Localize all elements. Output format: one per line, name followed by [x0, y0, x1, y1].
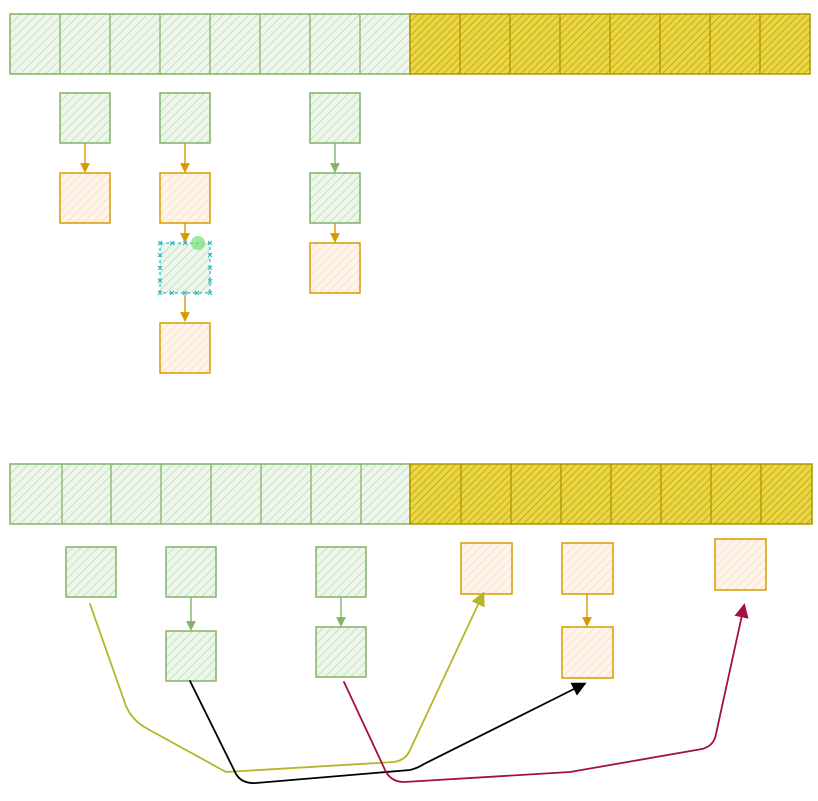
connection-point-handle[interactable] — [191, 236, 205, 250]
bottom-nodes — [65, 538, 767, 682]
bottom-green-node-b1[interactable] — [165, 546, 217, 598]
bottom-green-node-c1[interactable] — [315, 546, 367, 598]
top-chain-1-node-1[interactable] — [59, 92, 111, 144]
top-array[interactable] — [9, 13, 811, 75]
bottom-orange-node-d1[interactable] — [460, 542, 513, 595]
top-chain-2 — [157, 92, 213, 374]
top-chain-3-node-3[interactable] — [309, 242, 361, 294]
bottom-array-green-section — [9, 463, 411, 525]
top-chain-1 — [59, 92, 111, 224]
top-chain-2-node-4[interactable] — [159, 322, 211, 374]
top-chain-3 — [309, 92, 361, 294]
top-chain-2-node-1[interactable] — [159, 92, 211, 144]
top-chain-1-node-2[interactable] — [59, 172, 111, 224]
bottom-green-node-b2[interactable] — [165, 630, 217, 682]
bottom-orange-node-e2[interactable] — [561, 626, 614, 679]
bottom-green-node-c2[interactable] — [315, 626, 367, 678]
bottom-array[interactable] — [9, 463, 813, 525]
top-chain-2-node-2[interactable] — [159, 172, 211, 224]
connectors — [89, 591, 749, 784]
bottom-array-cell-dividers — [61, 464, 762, 524]
top-array-cell-dividers — [59, 14, 761, 74]
top-chain-3-node-2[interactable] — [309, 172, 361, 224]
connector-olive[interactable] — [89, 591, 485, 773]
top-chain-2-node-3-selected[interactable] — [157, 236, 213, 296]
bottom-orange-node-f1[interactable] — [714, 538, 767, 591]
bottom-green-node-a1[interactable] — [65, 546, 117, 598]
top-chain-3-node-1[interactable] — [309, 92, 361, 144]
top-chain-2-node-3[interactable] — [159, 242, 211, 294]
connector-black[interactable] — [189, 680, 587, 784]
selection-handles[interactable] — [157, 240, 213, 296]
connector-crimson[interactable] — [343, 603, 749, 783]
bottom-orange-node-e1[interactable] — [561, 542, 614, 595]
